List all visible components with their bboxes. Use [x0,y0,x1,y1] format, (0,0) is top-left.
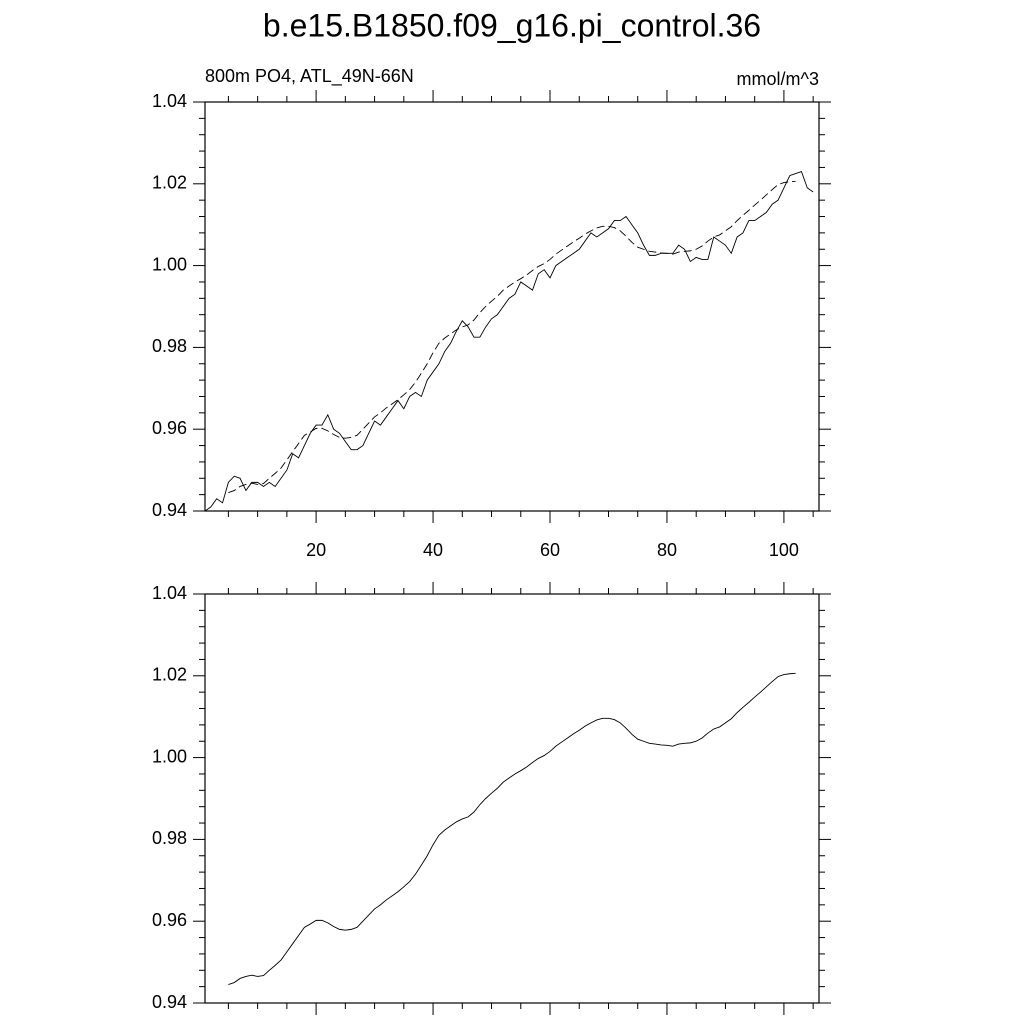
subtitle: 800m PO4, ATL_49N-66N [205,66,414,87]
x-tick-label: 60 [540,540,560,560]
x-tick-label: 100 [769,540,799,560]
y-tick-label: 1.02 [152,173,187,193]
x-tick-label: 80 [657,540,677,560]
y-tick-label: 1.04 [152,91,187,111]
y-tick-label: 0.94 [152,992,187,1012]
data-line [228,180,796,494]
y-tick-label: 0.94 [152,500,187,520]
units-label: mmol/m^3 [737,69,819,89]
y-tick-label: 1.00 [152,254,187,274]
chart-title: b.e15.B1850.f09_g16.pi_control.36 [263,7,761,43]
y-tick-label: 1.04 [152,583,187,603]
y-tick-label: 0.98 [152,336,187,356]
y-tick-label: 0.96 [152,418,187,438]
data-line [228,672,796,986]
x-tick-label: 20 [306,540,326,560]
plot-frame [204,101,820,512]
y-tick-label: 0.96 [152,910,187,930]
y-tick-label: 0.98 [152,828,187,848]
plot-frame [204,593,820,1004]
x-tick-label: 40 [423,540,443,560]
y-tick-label: 1.02 [152,665,187,685]
y-tick-label: 1.00 [152,746,187,766]
data-line [204,170,814,512]
